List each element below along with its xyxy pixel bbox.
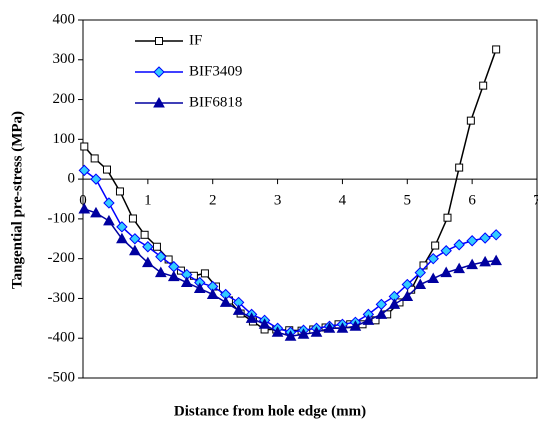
legend-label: IF	[189, 32, 202, 48]
x-tick-label: 0	[79, 193, 87, 209]
x-tick-label: 3	[274, 193, 282, 209]
data-point	[479, 81, 488, 90]
data-point	[155, 250, 167, 263]
data-point	[78, 164, 91, 177]
data-point	[102, 165, 111, 174]
data-point	[440, 245, 452, 257]
data-point	[401, 290, 414, 301]
legend-marker	[153, 66, 165, 78]
data-point	[90, 154, 99, 163]
x-tick-label: 4	[339, 193, 347, 209]
x-tick-label: 6	[468, 193, 476, 209]
y-tick-label: -500	[48, 369, 76, 385]
data-point	[152, 242, 161, 251]
data-point	[90, 206, 102, 218]
y-tick-label: 200	[53, 91, 76, 107]
data-point	[466, 235, 478, 247]
data-point	[140, 230, 149, 239]
data-point	[310, 326, 323, 337]
data-point	[232, 304, 245, 315]
data-point	[258, 318, 271, 329]
data-point	[479, 255, 491, 267]
data-point	[103, 197, 115, 209]
data-point	[492, 45, 501, 54]
data-point	[349, 320, 362, 331]
data-point	[128, 214, 137, 223]
data-point	[245, 312, 258, 323]
legend-marker	[153, 96, 165, 108]
data-point	[443, 213, 452, 222]
y-axis-title: Tangential pre-stress (MPa)	[9, 111, 25, 289]
data-point	[167, 270, 180, 282]
data-point	[466, 116, 475, 125]
data-point	[200, 269, 209, 278]
data-point	[440, 266, 453, 278]
data-point	[453, 239, 465, 251]
data-point	[80, 142, 89, 151]
y-tick-label: 300	[53, 51, 76, 67]
x-tick-label: 7	[533, 193, 538, 209]
data-point	[431, 241, 440, 250]
data-point	[427, 252, 439, 265]
data-point	[219, 296, 232, 307]
data-point	[129, 233, 141, 245]
data-point	[466, 258, 478, 270]
data-point	[129, 244, 141, 256]
data-point	[388, 298, 401, 309]
data-point	[453, 262, 466, 274]
data-point	[180, 276, 193, 288]
data-point	[490, 229, 502, 241]
data-point	[414, 278, 427, 290]
data-point	[116, 221, 128, 233]
data-point	[401, 278, 413, 291]
y-tick-label: -100	[48, 210, 76, 226]
data-point	[323, 322, 336, 333]
data-point	[193, 282, 206, 293]
y-tick-label: -300	[48, 290, 76, 306]
data-point	[490, 254, 502, 266]
data-point	[362, 314, 375, 325]
legend-marker	[155, 37, 163, 45]
data-point	[336, 322, 349, 333]
data-point	[142, 241, 154, 253]
x-tick-label: 5	[404, 193, 412, 209]
data-point	[103, 214, 115, 226]
x-axis-title: Distance from hole edge (mm)	[174, 403, 366, 419]
data-point	[414, 266, 426, 279]
data-point	[142, 256, 154, 268]
data-point	[116, 232, 128, 244]
y-tick-label: 0	[68, 171, 76, 187]
legend-label: BIF6818	[189, 94, 242, 110]
data-point	[455, 163, 464, 172]
series-line	[84, 208, 497, 338]
y-tick-label: -400	[48, 330, 76, 346]
data-point	[206, 288, 219, 299]
data-point	[90, 173, 102, 185]
series-line	[83, 49, 497, 332]
data-point	[479, 232, 491, 244]
data-point	[115, 187, 124, 196]
y-tick-label: 100	[53, 131, 76, 147]
data-point	[284, 330, 297, 341]
y-tick-label: 400	[53, 11, 76, 27]
x-tick-label: 2	[209, 193, 217, 209]
data-point	[297, 328, 310, 339]
data-point	[78, 202, 91, 214]
data-point	[271, 326, 284, 337]
y-tick-label: -200	[48, 250, 76, 266]
data-point	[154, 266, 167, 278]
data-point	[427, 272, 440, 284]
legend-label: BIF3409	[189, 63, 242, 79]
data-point	[375, 308, 388, 319]
plot-frame	[82, 19, 538, 379]
x-tick-label: 1	[144, 193, 152, 209]
